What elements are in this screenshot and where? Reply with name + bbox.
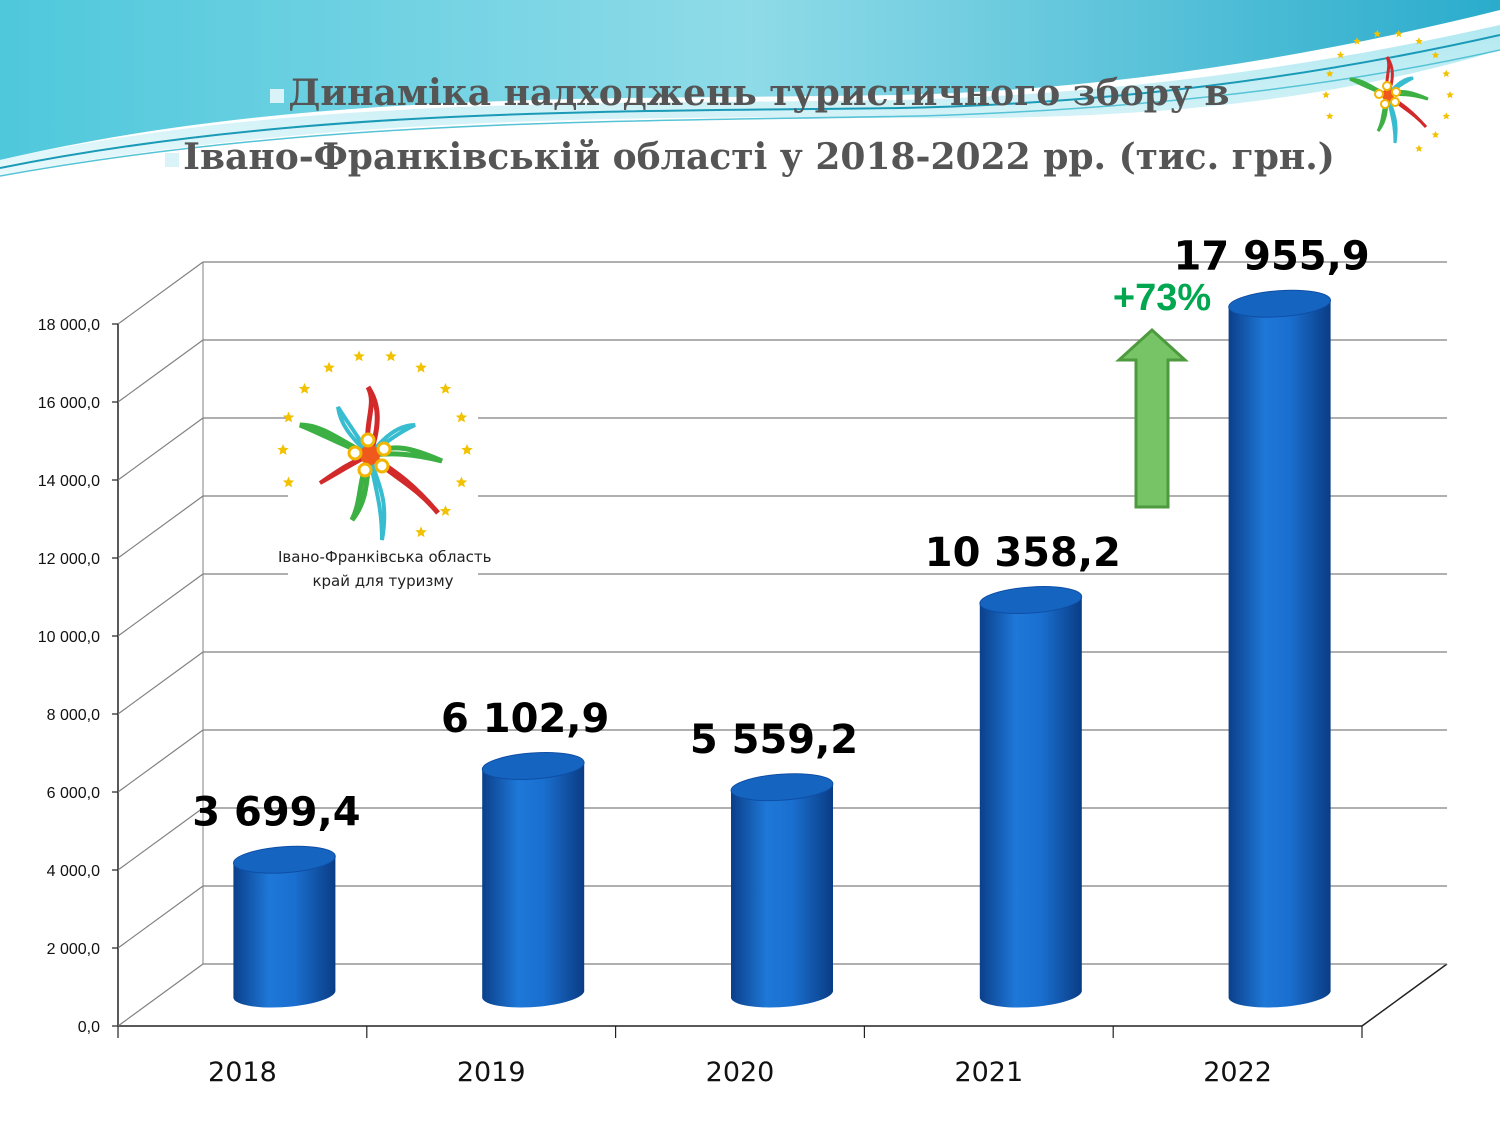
- gridline-diagonal: [117, 963, 204, 1027]
- y-tick-label: 6 000,0: [47, 785, 100, 802]
- gridline-diagonal: [117, 495, 204, 559]
- bar: [481, 752, 585, 1008]
- star-icon: [1442, 112, 1451, 120]
- bar-body: [233, 855, 336, 1008]
- bar: [730, 773, 834, 1008]
- y-tick-label: 18 000,0: [38, 317, 100, 334]
- title-bullet: [165, 153, 180, 167]
- bar: [1228, 289, 1331, 1008]
- star-icon: [1325, 69, 1334, 77]
- data-label: 10 358,2: [925, 530, 1121, 576]
- bar-body: [1228, 299, 1331, 1008]
- title-bullet: [270, 89, 285, 103]
- logo-flower-icon: [299, 385, 444, 541]
- y-tick-label: 14 000,0: [38, 473, 100, 490]
- y-tick-label: 0,0: [78, 1019, 100, 1036]
- gridline-diagonal: [117, 651, 204, 715]
- gridline-diagonal: [117, 729, 204, 793]
- star-icon: [1431, 130, 1440, 139]
- star-icon: [323, 361, 335, 373]
- star-icon: [277, 444, 289, 455]
- chart-title-text-1: Динаміка надходжень туристичного збору в: [288, 72, 1230, 114]
- gridline-diagonal: [117, 573, 204, 637]
- star-icon: [439, 505, 452, 516]
- gridline-diagonal: [117, 339, 204, 403]
- x-tick-label: 2022: [1203, 1057, 1272, 1088]
- x-tick-label: 2021: [954, 1057, 1023, 1088]
- bar-top: [979, 586, 1083, 614]
- growth-percent-label: +73%: [1113, 277, 1211, 319]
- background-wave: [0, 0, 1500, 177]
- gridline-diagonal: [117, 807, 204, 871]
- floor-right-edge: [1361, 963, 1448, 1027]
- x-tick-label: 2019: [457, 1057, 526, 1088]
- chart-title-line-2: Івано-Франківській області у 2018-2022 р…: [0, 136, 1500, 178]
- region-logo: [277, 348, 478, 593]
- bar-top: [481, 752, 585, 780]
- gridline-diagonal: [117, 261, 204, 325]
- star-icon: [455, 476, 468, 488]
- y-tick-label: 8 000,0: [47, 707, 100, 724]
- gridline-diagonal: [117, 417, 204, 481]
- chart-title-line-1: Динаміка надходжень туристичного збору в: [0, 72, 1500, 114]
- x-tick-label: 2018: [208, 1057, 277, 1088]
- x-tick-label: 2020: [706, 1057, 775, 1088]
- y-tick-label: 12 000,0: [38, 551, 100, 568]
- star-icon: [282, 476, 295, 488]
- x-axis-ticks: 2018 2019 2020 2021 2022: [117, 1026, 1363, 1088]
- bars: [233, 289, 1331, 1008]
- logo-caption-line-1: Івано-Франківська область: [278, 548, 492, 566]
- bar-top: [730, 773, 834, 802]
- data-labels: 3 699,4 6 102,9 5 559,2 10 358,2 17 955,9: [192, 234, 1369, 836]
- star-icon: [1415, 144, 1423, 152]
- gridline-diagonal: [117, 885, 204, 949]
- star-icon: [353, 350, 365, 362]
- data-label: 3 699,4: [192, 790, 360, 836]
- bar-top: [233, 845, 336, 874]
- y-tick-label: 10 000,0: [38, 629, 100, 646]
- logo-caption-line-2: край для туризму: [312, 572, 454, 590]
- star-icon: [1431, 51, 1440, 59]
- star-icon: [439, 382, 452, 394]
- chart-title-text-2: Івано-Франківській області у 2018-2022 р…: [183, 136, 1335, 178]
- star-icon: [1322, 91, 1330, 99]
- data-label: 6 102,9: [441, 696, 609, 742]
- star-icon: [282, 411, 295, 423]
- growth-arrow-icon: [1115, 327, 1189, 509]
- corner-logo-icon: [1322, 29, 1454, 152]
- bar: [233, 845, 336, 1008]
- data-label: 5 559,2: [690, 717, 858, 763]
- star-icon: [415, 526, 427, 538]
- star-icon: [415, 361, 427, 373]
- bar-top: [1228, 289, 1331, 318]
- star-icon: [1395, 29, 1403, 38]
- star-icon: [1336, 51, 1345, 59]
- y-axis-ticks: 0,0 2 000,0 4 000,0 6 000,0 8 000,0 10 000,0 1…: [38, 317, 118, 1036]
- star-icon: [1442, 69, 1451, 77]
- bar-body: [979, 596, 1082, 1008]
- bar-body: [731, 783, 834, 1008]
- corner-logo-stars-icon: [1322, 29, 1454, 152]
- star-icon: [461, 444, 473, 455]
- star-icon: [385, 350, 397, 362]
- y-tick-label: 16 000,0: [38, 395, 100, 412]
- data-label: 17 955,9: [1174, 234, 1370, 280]
- y-tick-label: 2 000,0: [47, 941, 100, 958]
- star-icon: [298, 382, 311, 394]
- y-tick-label: 4 000,0: [47, 863, 100, 880]
- star-icon: [1373, 29, 1381, 38]
- star-icon: [1446, 91, 1454, 99]
- star-icon: [1325, 112, 1334, 120]
- bar: [979, 586, 1083, 1008]
- star-icon: [455, 411, 468, 423]
- logo-stars-icon: [277, 350, 473, 538]
- star-icon: [1353, 37, 1361, 45]
- star-icon: [1415, 37, 1423, 45]
- bar-body: [482, 761, 585, 1008]
